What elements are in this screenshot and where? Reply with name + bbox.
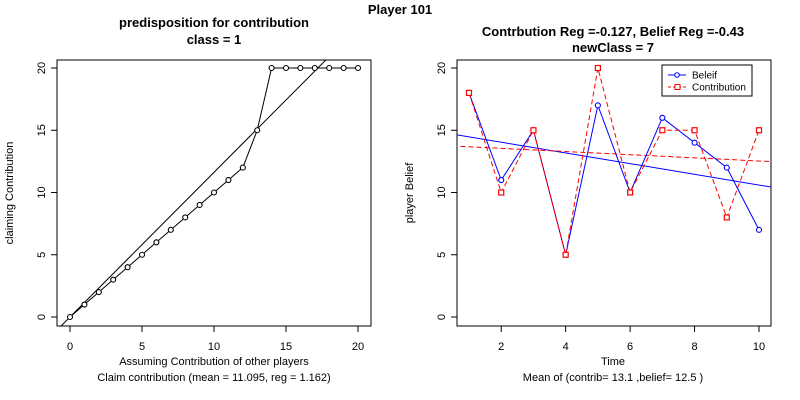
left-x-axis-label: Assuming Contribution of other players <box>119 356 309 368</box>
left-data-point-circle <box>297 64 304 72</box>
left-data-point-circle <box>138 251 146 258</box>
left-data-point-circle <box>210 189 218 196</box>
left-x-tick-label: 15 <box>280 341 292 353</box>
legend-swatch-marker <box>674 72 680 78</box>
right-footer-note: Mean of (contrib= 13.1 ,belief= 12.5 ) <box>523 372 703 384</box>
left-footer-note: Claim contribution (mean = 11.095, reg =… <box>97 372 330 384</box>
left-y-tick-label: 0 <box>36 314 48 320</box>
left-data-point-circle <box>153 239 160 246</box>
right-y-tick-label: 15 <box>436 124 448 136</box>
left-x-tick-label: 20 <box>352 341 364 353</box>
right-y-tick-label: 0 <box>436 314 448 320</box>
left-y-tick-label: 10 <box>36 186 48 198</box>
legend-box <box>661 64 753 97</box>
right-chart-subtitle: newClass = 7 <box>572 40 654 55</box>
legend-label: Beleif <box>692 71 717 82</box>
left-data-point-circle <box>326 64 333 72</box>
left-regression-line <box>60 60 327 326</box>
left-x-tick-label: 0 <box>67 341 73 353</box>
right-series-line-contribution <box>468 67 760 255</box>
right-regression-line <box>457 134 771 188</box>
left-data-point-circle <box>110 276 117 283</box>
right-data-point-circle <box>755 226 763 233</box>
left-data-point-circle <box>282 64 290 72</box>
left-data-point-circle <box>66 313 74 321</box>
left-data-point-circle <box>167 226 174 233</box>
right-data-point-circle <box>659 114 666 121</box>
right-data-point-square <box>530 127 537 134</box>
left-chart-title: predisposition for contribution <box>119 15 309 30</box>
left-y-tick-label: 15 <box>36 124 48 136</box>
right-data-point-circle <box>498 177 505 184</box>
right-x-tick-label: 2 <box>498 341 504 353</box>
legend-swatch-marker <box>674 84 681 90</box>
left-data-point-circle <box>354 64 362 72</box>
right-x-tick-label: 6 <box>627 341 633 353</box>
left-x-tick-label: 5 <box>139 341 145 353</box>
left-data-point-circle <box>311 64 318 72</box>
legend-label: Contribution <box>692 83 746 94</box>
right-data-point-square <box>723 214 730 221</box>
right-x-axis-label: Time <box>601 356 625 368</box>
right-data-point-circle <box>691 139 698 146</box>
right-y-tick-label: 5 <box>436 252 448 258</box>
left-data-point-circle <box>124 264 131 271</box>
left-data-point-circle <box>225 177 232 184</box>
left-y-tick-label: 5 <box>36 252 48 258</box>
right-series-line-beleif <box>468 92 760 255</box>
right-data-point-square <box>594 64 601 72</box>
left-data-point-circle <box>254 127 261 134</box>
left-x-tick-label: 10 <box>208 341 220 353</box>
left-data-point-circle <box>239 164 246 171</box>
right-x-tick-label: 10 <box>753 341 765 353</box>
right-data-point-square <box>562 251 569 258</box>
right-data-point-square <box>498 189 505 196</box>
left-data-point-circle <box>268 64 275 72</box>
left-data-point-circle <box>340 64 347 72</box>
left-data-point-circle <box>196 201 203 208</box>
right-data-point-square <box>465 89 473 97</box>
left-data-point-circle <box>182 214 189 221</box>
right-y-axis-label: player Belief <box>404 162 416 223</box>
left-y-tick-label: 20 <box>36 62 48 74</box>
right-data-point-square <box>691 127 698 134</box>
left-y-axis-label: claiming Contribution <box>4 142 16 245</box>
right-y-tick-label: 20 <box>436 62 448 74</box>
right-x-tick-label: 8 <box>691 341 697 353</box>
right-chart: Contrbution Reg =-0.127, Belief Reg =-0.… <box>404 24 772 384</box>
right-data-point-square <box>627 189 634 196</box>
right-data-point-circle <box>723 164 730 171</box>
left-data-point-circle <box>95 289 102 296</box>
left-data-point-circle <box>81 301 88 308</box>
left-chart: predisposition for contribution class = … <box>4 15 372 384</box>
page-title: Player 101 <box>368 2 432 17</box>
right-data-point-circle <box>594 102 601 109</box>
right-data-point-square <box>755 127 763 134</box>
right-data-point-square <box>659 127 666 134</box>
right-y-tick-label: 10 <box>436 186 448 198</box>
right-x-tick-label: 4 <box>563 341 569 353</box>
right-chart-title: Contrbution Reg =-0.127, Belief Reg =-0.… <box>482 24 744 39</box>
right-regression-line <box>457 145 771 163</box>
left-chart-subtitle: class = 1 <box>187 32 242 47</box>
